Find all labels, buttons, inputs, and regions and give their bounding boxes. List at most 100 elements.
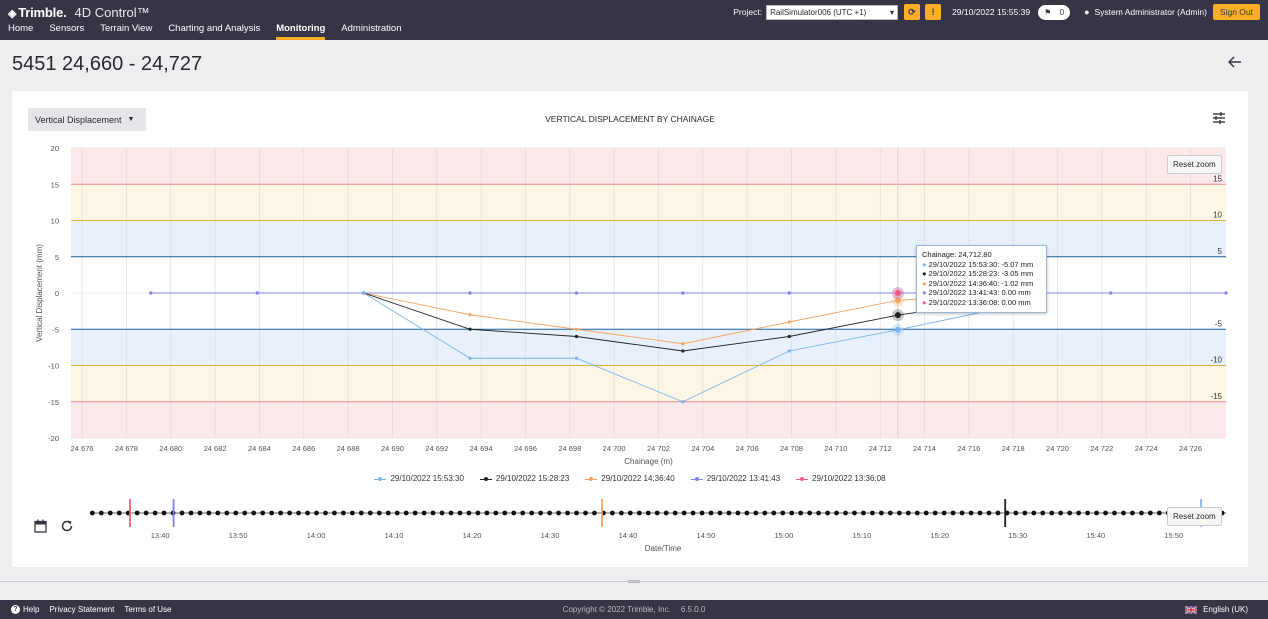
timeline-point (672, 510, 678, 516)
timeline-point (735, 510, 741, 516)
legend-item[interactable]: 29/10/2022 15:28:23 (479, 474, 570, 483)
x-tick-label: 24 710 (824, 444, 847, 453)
x-tick-label: 24 700 (603, 444, 626, 453)
timeline-point (484, 510, 490, 516)
tune-settings-icon[interactable] (1212, 111, 1226, 125)
timeline-point (861, 510, 866, 516)
header-tools: Project: RailSimulator006 (UTC +1) ▾ ⟳ !… (733, 4, 1260, 20)
legend-swatch (374, 475, 387, 483)
legend-item[interactable]: 29/10/2022 13:41:43 (690, 474, 780, 483)
brand[interactable]: ◈ Trimble. 4D Control™ (8, 5, 150, 20)
timeline-point (1076, 510, 1082, 516)
chart-legend: 29/10/2022 15:53:30 29/10/2022 15:28:23 … (12, 474, 1248, 483)
timeline-point (1156, 510, 1162, 516)
sign-out-button[interactable]: Sign Out (1212, 4, 1260, 20)
timeline-axis-title: Date/Time (645, 544, 682, 553)
timeline-tick-label: 15:40 (1086, 531, 1105, 540)
timeline-point (1022, 510, 1028, 516)
grip-icon (628, 580, 640, 583)
timeline-reset-zoom-button[interactable]: Reset zoom (1167, 507, 1222, 526)
threshold-band (71, 220, 1226, 257)
timeline-point (179, 510, 185, 516)
displacement-chart[interactable]: 15 10 5 -5 -10 -15 20 15 10 5 0 -5 -10 -15 -20 24 676 24… (12, 141, 1248, 471)
refresh-icon: ⟳ (908, 6, 916, 17)
language-selector[interactable]: English (UK) (1185, 605, 1248, 614)
timeline-point (520, 510, 526, 516)
nav-terrain-view[interactable]: Terrain View (100, 23, 153, 34)
timeline-point (950, 510, 956, 516)
nav-charting-and-analysis[interactable]: Charting and Analysis (168, 23, 261, 34)
nav-monitoring[interactable]: Monitoring (276, 23, 326, 40)
uk-flag-icon (1185, 605, 1198, 614)
timeline-point (753, 510, 759, 516)
resize-handle[interactable] (0, 578, 1268, 585)
refresh-timeline-icon[interactable] (60, 519, 74, 533)
data-point (574, 334, 579, 339)
main-nav: Home Sensors Terrain View Charting and A… (8, 23, 417, 40)
page-title: 5451 24,660 - 24,727 (12, 53, 203, 75)
timeline-point (789, 510, 795, 516)
nav-sensors[interactable]: Sensors (49, 23, 85, 34)
timeline-point (1130, 510, 1135, 516)
x-tick-label: 24 702 (647, 444, 670, 453)
threshold-label: 15 (1213, 174, 1222, 183)
nav-administration[interactable]: Administration (341, 23, 402, 34)
x-tick-label: 24 720 (1046, 444, 1069, 453)
data-point (255, 291, 259, 295)
tooltip-row: ● 29/10/2022 15:28:23: -3.05 mm (922, 269, 1041, 279)
measurement-dropdown[interactable]: Vertical Displacement ▼ (28, 108, 146, 131)
back-arrow-icon[interactable] (1228, 56, 1242, 68)
timeline-point (287, 510, 292, 516)
timeline-point (834, 510, 839, 516)
timeline-point (340, 510, 346, 516)
timeline-point (323, 510, 328, 516)
legend-item[interactable]: 29/10/2022 13:36:08 (796, 474, 886, 483)
y-tick-label: -10 (48, 362, 59, 371)
calendar-icon[interactable] (34, 519, 47, 533)
timeline-tick-label: 15:20 (930, 531, 949, 540)
timeline-tick-label: 14:00 (307, 531, 326, 540)
y-tick-label: -5 (52, 325, 59, 334)
timeline-point (493, 510, 499, 516)
data-point (787, 291, 791, 295)
privacy-link[interactable]: Privacy Statement (49, 605, 115, 614)
reset-zoom-button[interactable]: Reset zoom (1167, 155, 1222, 174)
nav-home[interactable]: Home (8, 23, 34, 34)
messages-button[interactable]: ⚑ 0 (1038, 4, 1071, 20)
refresh-button[interactable]: ⟳ (904, 4, 921, 20)
timeline-point (816, 510, 822, 516)
timeline-point (385, 510, 391, 516)
top-navigation-bar: ◈ Trimble. 4D Control™ Home Sensors Terra… (0, 0, 1268, 40)
chart-title: VERTICAL DISPLACEMENT BY CHAINAGE (545, 114, 715, 124)
timeline-point (89, 510, 95, 516)
legend-label: 29/10/2022 15:28:23 (495, 474, 570, 483)
data-point (681, 342, 685, 346)
timeline-chart[interactable]: 13:40 13:50 14:00 14:10 14:20 14:30 14:40 14:50… (12, 491, 1248, 561)
timeline-point (394, 510, 400, 516)
project-select[interactable]: RailSimulator006 (UTC +1) ▾ (766, 4, 899, 20)
x-tick-label: 24 688 (337, 444, 360, 453)
timeline-point (1013, 510, 1019, 516)
x-tick-label: 24 690 (381, 444, 404, 453)
timeline-point (1031, 510, 1037, 516)
terms-link[interactable]: Terms of Use (124, 605, 172, 614)
timeline-point (699, 510, 705, 516)
timeline-tick-label: 15:10 (852, 531, 871, 540)
legend-label: 29/10/2022 14:36:40 (601, 474, 675, 483)
legend-item[interactable]: 29/10/2022 15:53:30 (374, 474, 464, 483)
copyright: Copyright © 2022 Trimble, Inc. 6.5.0.0 (0, 605, 1268, 614)
legend-item[interactable]: 29/10/2022 14:36:40 (585, 474, 675, 483)
help-link[interactable]: Help (23, 605, 40, 614)
timeline-point (592, 510, 597, 516)
timeline-point (1121, 510, 1126, 516)
user-menu[interactable]: ● System Administrator (Admin) (1084, 7, 1207, 17)
timeline-point (807, 510, 813, 516)
data-point (468, 356, 472, 360)
data-point (681, 400, 685, 404)
timeline-point (547, 510, 553, 516)
product-name: 4D Control™ (74, 5, 150, 20)
alerts-button[interactable]: ! (925, 4, 942, 20)
x-tick-label: 24 698 (558, 444, 581, 453)
brand-name: Trimble. (18, 5, 67, 20)
timeline-point (968, 510, 974, 516)
